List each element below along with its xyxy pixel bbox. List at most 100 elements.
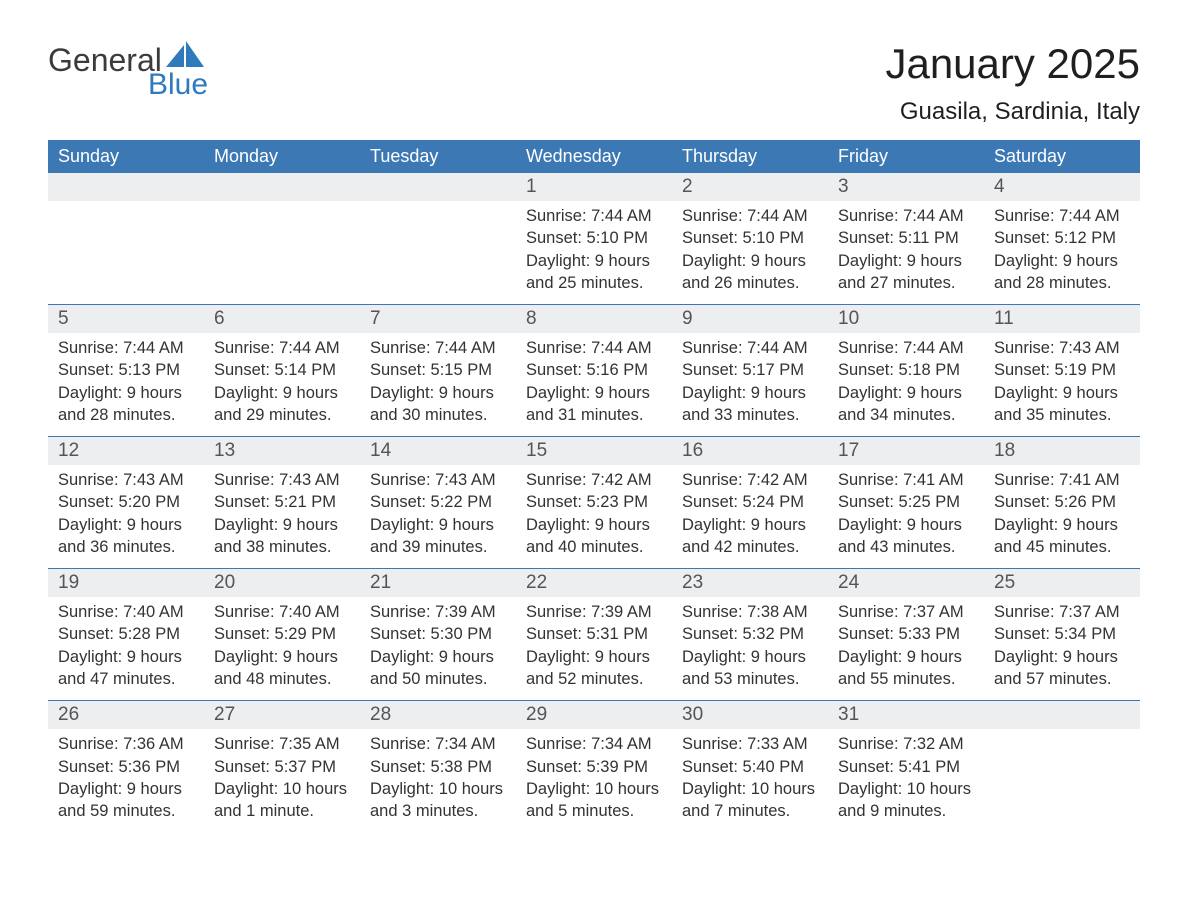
day-body: Sunrise: 7:32 AMSunset: 5:41 PMDaylight:… [828, 729, 984, 832]
calendar-day-cell: 17Sunrise: 7:41 AMSunset: 5:25 PMDayligh… [828, 437, 984, 569]
calendar-day-cell: 5Sunrise: 7:44 AMSunset: 5:13 PMDaylight… [48, 305, 204, 437]
day-body: Sunrise: 7:41 AMSunset: 5:26 PMDaylight:… [984, 465, 1140, 568]
calendar-day-cell: 22Sunrise: 7:39 AMSunset: 5:31 PMDayligh… [516, 569, 672, 701]
day-body: Sunrise: 7:44 AMSunset: 5:14 PMDaylight:… [204, 333, 360, 436]
day-number: 30 [672, 701, 828, 729]
day-body: Sunrise: 7:44 AMSunset: 5:10 PMDaylight:… [516, 201, 672, 304]
sunset-line: Sunset: 5:30 PM [370, 623, 506, 645]
sunrise-line: Sunrise: 7:38 AM [682, 601, 818, 623]
day-number-row: 10 [828, 305, 984, 333]
day-number: 5 [48, 305, 204, 333]
daylight-line: Daylight: 10 hours and 9 minutes. [838, 778, 974, 823]
weekday-header: Thursday [672, 140, 828, 173]
calendar-day-cell: 21Sunrise: 7:39 AMSunset: 5:30 PMDayligh… [360, 569, 516, 701]
sunrise-line: Sunrise: 7:36 AM [58, 733, 194, 755]
sunrise-line: Sunrise: 7:35 AM [214, 733, 350, 755]
day-number: 11 [984, 305, 1140, 333]
calendar-day-cell: 28Sunrise: 7:34 AMSunset: 5:38 PMDayligh… [360, 701, 516, 832]
sunrise-line: Sunrise: 7:44 AM [214, 337, 350, 359]
daylight-line: Daylight: 9 hours and 48 minutes. [214, 646, 350, 691]
daylight-line: Daylight: 10 hours and 7 minutes. [682, 778, 818, 823]
page-header: General Blue January 2025 Guasila, Sardi… [48, 40, 1140, 126]
calendar-day-cell: 20Sunrise: 7:40 AMSunset: 5:29 PMDayligh… [204, 569, 360, 701]
sunset-line: Sunset: 5:41 PM [838, 756, 974, 778]
sunset-line: Sunset: 5:28 PM [58, 623, 194, 645]
daylight-line: Daylight: 9 hours and 28 minutes. [58, 382, 194, 427]
sunset-line: Sunset: 5:17 PM [682, 359, 818, 381]
calendar-day-cell: 13Sunrise: 7:43 AMSunset: 5:21 PMDayligh… [204, 437, 360, 569]
daylight-line: Daylight: 9 hours and 43 minutes. [838, 514, 974, 559]
sunset-line: Sunset: 5:10 PM [526, 227, 662, 249]
day-body: Sunrise: 7:43 AMSunset: 5:19 PMDaylight:… [984, 333, 1140, 436]
sunset-line: Sunset: 5:40 PM [682, 756, 818, 778]
daylight-line: Daylight: 9 hours and 38 minutes. [214, 514, 350, 559]
day-number: 14 [360, 437, 516, 465]
daylight-line: Daylight: 9 hours and 35 minutes. [994, 382, 1130, 427]
sunrise-line: Sunrise: 7:40 AM [214, 601, 350, 623]
sunset-line: Sunset: 5:39 PM [526, 756, 662, 778]
sunrise-line: Sunrise: 7:41 AM [994, 469, 1130, 491]
day-number-row: 29 [516, 701, 672, 729]
day-body: Sunrise: 7:44 AMSunset: 5:11 PMDaylight:… [828, 201, 984, 304]
day-body: Sunrise: 7:38 AMSunset: 5:32 PMDaylight:… [672, 597, 828, 700]
calendar-day-cell: 1Sunrise: 7:44 AMSunset: 5:10 PMDaylight… [516, 173, 672, 305]
sunrise-line: Sunrise: 7:40 AM [58, 601, 194, 623]
sunset-line: Sunset: 5:25 PM [838, 491, 974, 513]
calendar-day-cell [204, 173, 360, 305]
day-number: 26 [48, 701, 204, 729]
day-number: 22 [516, 569, 672, 597]
day-number-row: 23 [672, 569, 828, 597]
sunrise-line: Sunrise: 7:34 AM [526, 733, 662, 755]
day-number: 16 [672, 437, 828, 465]
day-number-row: 3 [828, 173, 984, 201]
day-number-row: 20 [204, 569, 360, 597]
daylight-line: Daylight: 9 hours and 42 minutes. [682, 514, 818, 559]
sunrise-line: Sunrise: 7:44 AM [994, 205, 1130, 227]
sunset-line: Sunset: 5:15 PM [370, 359, 506, 381]
day-number: 2 [672, 173, 828, 201]
day-number: 23 [672, 569, 828, 597]
day-number-row: 17 [828, 437, 984, 465]
daylight-line: Daylight: 9 hours and 59 minutes. [58, 778, 194, 823]
day-number-row: 5 [48, 305, 204, 333]
calendar-week: 1Sunrise: 7:44 AMSunset: 5:10 PMDaylight… [48, 173, 1140, 305]
day-body: Sunrise: 7:44 AMSunset: 5:12 PMDaylight:… [984, 201, 1140, 304]
daylight-line: Daylight: 9 hours and 27 minutes. [838, 250, 974, 295]
day-number-row: 26 [48, 701, 204, 729]
day-number: 1 [516, 173, 672, 201]
calendar-day-cell: 19Sunrise: 7:40 AMSunset: 5:28 PMDayligh… [48, 569, 204, 701]
calendar-day-cell: 25Sunrise: 7:37 AMSunset: 5:34 PMDayligh… [984, 569, 1140, 701]
day-number-row: 6 [204, 305, 360, 333]
daylight-line: Daylight: 9 hours and 39 minutes. [370, 514, 506, 559]
sunset-line: Sunset: 5:38 PM [370, 756, 506, 778]
calendar-day-cell [984, 701, 1140, 832]
day-number: 12 [48, 437, 204, 465]
sunset-line: Sunset: 5:11 PM [838, 227, 974, 249]
calendar-day-cell: 23Sunrise: 7:38 AMSunset: 5:32 PMDayligh… [672, 569, 828, 701]
day-body: Sunrise: 7:43 AMSunset: 5:20 PMDaylight:… [48, 465, 204, 568]
day-number: 19 [48, 569, 204, 597]
weekday-header: Saturday [984, 140, 1140, 173]
sunset-line: Sunset: 5:16 PM [526, 359, 662, 381]
day-number-row: 22 [516, 569, 672, 597]
day-number-row: 7 [360, 305, 516, 333]
day-number: 15 [516, 437, 672, 465]
sunset-line: Sunset: 5:18 PM [838, 359, 974, 381]
sunrise-line: Sunrise: 7:44 AM [838, 205, 974, 227]
daylight-line: Daylight: 9 hours and 26 minutes. [682, 250, 818, 295]
day-body: Sunrise: 7:37 AMSunset: 5:34 PMDaylight:… [984, 597, 1140, 700]
calendar-day-cell: 7Sunrise: 7:44 AMSunset: 5:15 PMDaylight… [360, 305, 516, 437]
day-number-row: 19 [48, 569, 204, 597]
sunset-line: Sunset: 5:37 PM [214, 756, 350, 778]
daylight-line: Daylight: 9 hours and 29 minutes. [214, 382, 350, 427]
day-body: Sunrise: 7:37 AMSunset: 5:33 PMDaylight:… [828, 597, 984, 700]
day-number: 27 [204, 701, 360, 729]
day-body: Sunrise: 7:41 AMSunset: 5:25 PMDaylight:… [828, 465, 984, 568]
sunrise-line: Sunrise: 7:44 AM [682, 205, 818, 227]
sunset-line: Sunset: 5:36 PM [58, 756, 194, 778]
daylight-line: Daylight: 9 hours and 52 minutes. [526, 646, 662, 691]
day-number: 13 [204, 437, 360, 465]
calendar-body: 1Sunrise: 7:44 AMSunset: 5:10 PMDaylight… [48, 173, 1140, 832]
sunrise-line: Sunrise: 7:43 AM [994, 337, 1130, 359]
day-number: 4 [984, 173, 1140, 201]
